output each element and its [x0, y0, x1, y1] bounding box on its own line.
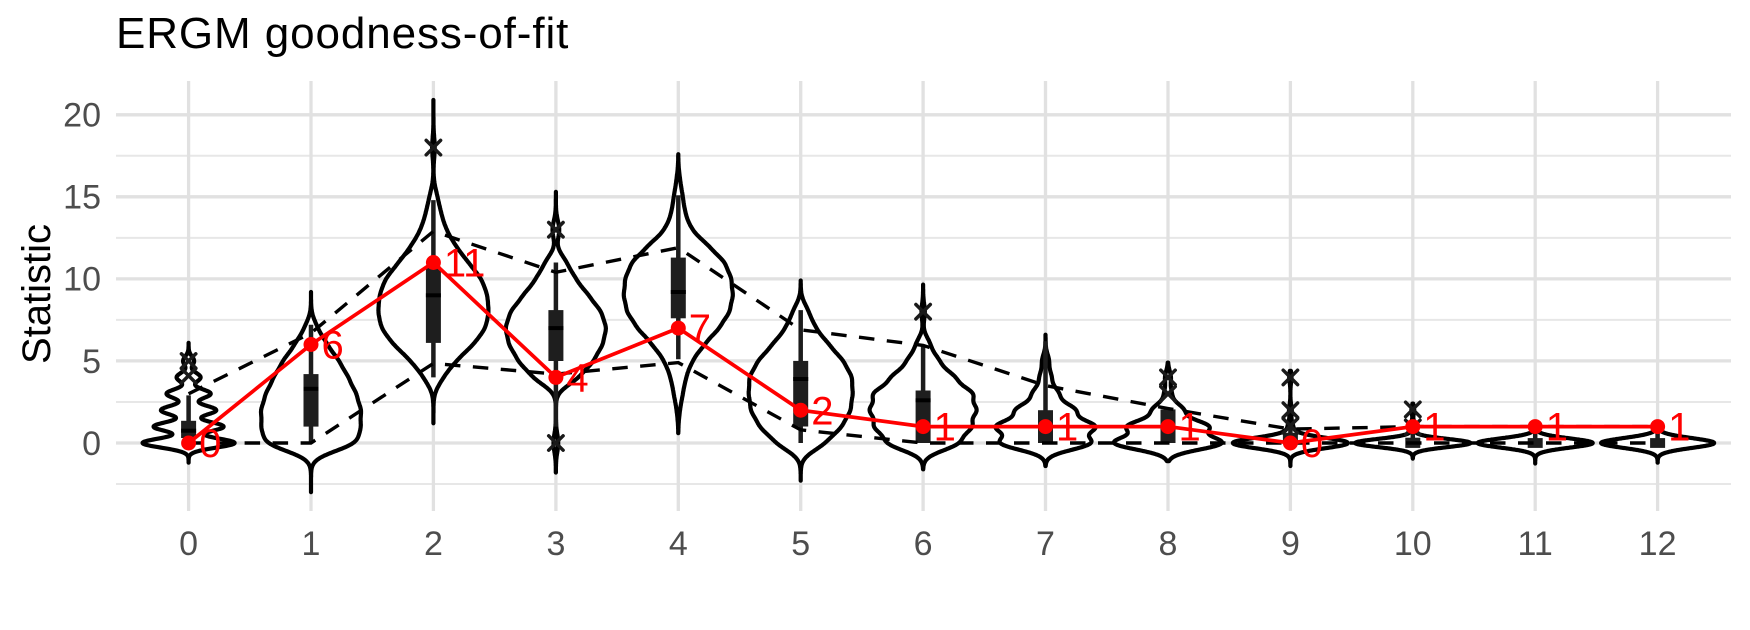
svg-text:5: 5: [82, 343, 101, 381]
svg-text:1: 1: [1179, 406, 1201, 450]
svg-text:5: 5: [791, 525, 810, 563]
svg-text:20: 20: [63, 97, 101, 135]
svg-text:4: 4: [566, 357, 588, 401]
svg-text:15: 15: [63, 179, 101, 217]
svg-text:6: 6: [914, 525, 933, 563]
svg-text:3: 3: [546, 525, 565, 563]
svg-text:2: 2: [424, 525, 443, 563]
svg-text:1: 1: [934, 406, 956, 450]
svg-text:ERGM goodness-of-fit: ERGM goodness-of-fit: [116, 9, 569, 58]
svg-text:Statistic: Statistic: [15, 224, 59, 364]
svg-text:1: 1: [1423, 406, 1445, 450]
svg-text:0: 0: [199, 422, 221, 466]
svg-text:0: 0: [179, 525, 198, 563]
svg-text:2: 2: [811, 389, 833, 433]
svg-text:7: 7: [1036, 525, 1055, 563]
svg-text:8: 8: [1159, 525, 1178, 563]
svg-text:10: 10: [63, 261, 101, 299]
svg-text:10: 10: [1394, 525, 1432, 563]
svg-text:1: 1: [302, 525, 321, 563]
svg-text:1: 1: [1668, 406, 1690, 450]
svg-text:1: 1: [1546, 406, 1568, 450]
svg-text:12: 12: [1639, 525, 1677, 563]
svg-text:7: 7: [689, 307, 711, 351]
svg-text:4: 4: [669, 525, 688, 563]
svg-text:9: 9: [1281, 525, 1300, 563]
svg-text:11: 11: [1518, 525, 1553, 563]
svg-text:0: 0: [82, 425, 101, 463]
svg-text:0: 0: [1301, 422, 1323, 466]
svg-text:1: 1: [1056, 406, 1078, 450]
svg-text:6: 6: [322, 324, 344, 368]
svg-text:11: 11: [444, 242, 486, 286]
